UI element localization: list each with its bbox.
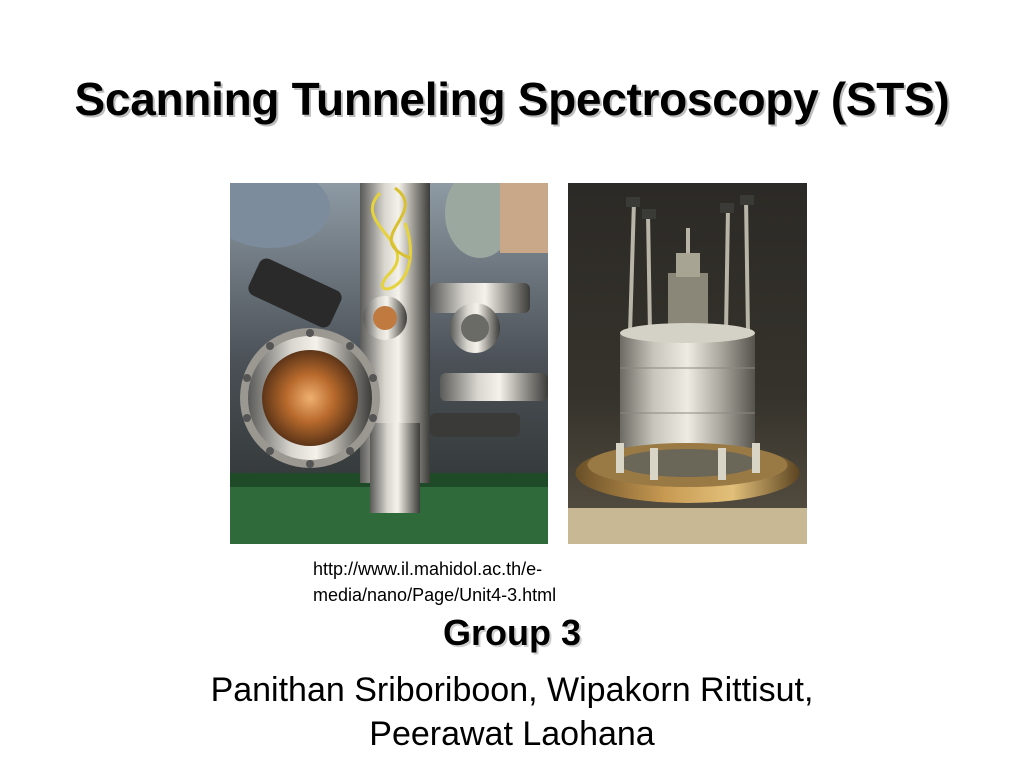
source-url-line-2: media/nano/Page/Unit4-3.html	[313, 585, 557, 605]
stm-scanner-photo	[568, 183, 807, 544]
members-line-2: Peerawat Laohana	[369, 715, 655, 753]
uhv-chamber-photo	[230, 183, 548, 544]
group-members: Panithan Sriboriboon, Wipakorn Rittisut,…	[0, 668, 1024, 756]
image-source-url[interactable]: http://www.il.mahidol.ac.th/e- media/nan…	[313, 556, 643, 608]
group-label: Group 3	[442, 612, 581, 653]
slide-title: Scanning Tunneling Spectroscopy (STS)	[74, 73, 950, 125]
source-url-line-1: http://www.il.mahidol.ac.th/e-	[313, 559, 543, 579]
members-line-1: Panithan Sriboriboon, Wipakorn Rittisut,	[210, 671, 814, 709]
